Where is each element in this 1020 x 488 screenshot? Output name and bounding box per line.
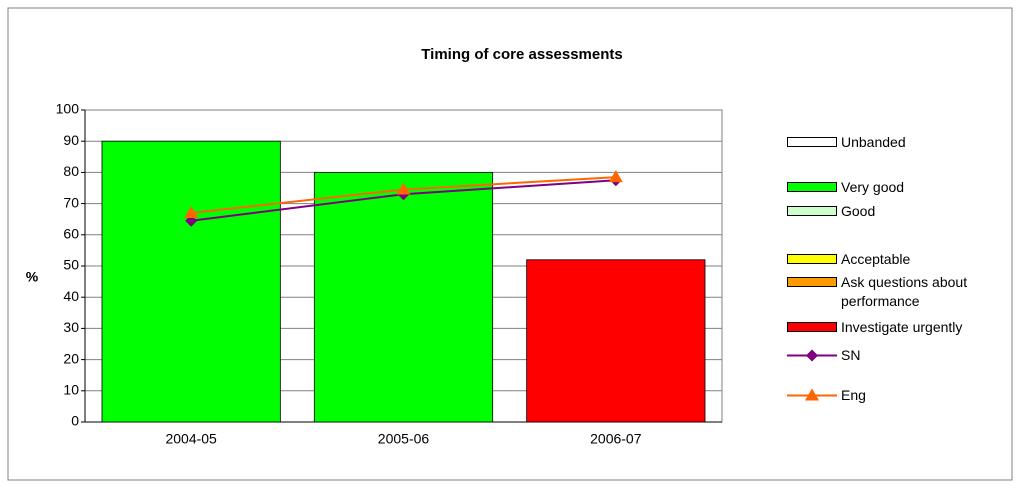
legend-item: Unbanded xyxy=(787,133,991,152)
legend-label: Eng xyxy=(841,387,866,403)
legend-swatch xyxy=(787,182,837,192)
legend-swatch xyxy=(787,322,837,332)
y-tick-label: 50 xyxy=(63,257,79,273)
y-tick-label: 60 xyxy=(63,226,79,242)
legend-swatch xyxy=(787,206,837,216)
legend-label: SN xyxy=(841,347,861,363)
y-tick-label: 90 xyxy=(63,132,79,148)
y-tick-label: 70 xyxy=(63,194,79,210)
bar xyxy=(526,259,706,423)
legend-label: Unbanded xyxy=(841,134,906,150)
legend-item: SN xyxy=(787,346,991,365)
x-tick-label: 2006-07 xyxy=(590,431,642,447)
legend-item: Very good xyxy=(787,178,991,197)
legend-swatch xyxy=(787,349,837,362)
legend-swatch xyxy=(787,277,837,287)
x-tick-label: 2005-06 xyxy=(378,431,430,447)
x-tick-label: 2004-05 xyxy=(165,431,217,447)
y-axis-label: % xyxy=(26,269,39,285)
bar xyxy=(101,140,281,423)
y-tick-label: 0 xyxy=(71,413,79,429)
legend-label: Very good xyxy=(841,179,905,195)
legend-label: Ask questions about performance xyxy=(841,274,968,309)
legend-swatch xyxy=(787,137,837,147)
legend-item: Ask questions about performance xyxy=(787,273,991,311)
legend-item: Acceptable xyxy=(787,250,991,269)
y-tick-label: 80 xyxy=(63,163,79,179)
chart-title: Timing of core assessments xyxy=(421,46,622,63)
legend-item: Good xyxy=(787,202,991,221)
y-tick-label: 10 xyxy=(63,382,79,398)
legend-swatch xyxy=(787,388,837,401)
legend-marker xyxy=(806,349,818,362)
bar xyxy=(313,171,494,423)
legend-label: Acceptable xyxy=(841,251,911,267)
y-tick-label: 20 xyxy=(63,350,79,366)
line-marker xyxy=(184,205,199,218)
legend-swatch xyxy=(787,254,837,264)
legend-marker xyxy=(805,388,819,401)
legend-item: Investigate urgently xyxy=(787,318,991,337)
y-tick-label: 100 xyxy=(56,101,80,117)
legend-label: Investigate urgently xyxy=(841,319,963,335)
y-tick-label: 40 xyxy=(63,288,79,304)
line-marker xyxy=(396,182,411,195)
legend-label: Good xyxy=(841,203,876,219)
line-marker xyxy=(608,170,623,183)
legend-item: Eng xyxy=(787,386,991,405)
y-tick-label: 30 xyxy=(63,319,79,335)
